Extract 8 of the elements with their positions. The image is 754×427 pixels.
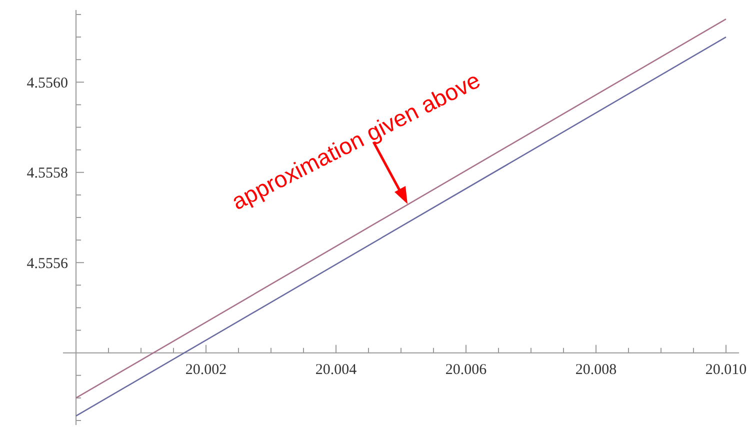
x-tick-label: 20.006	[445, 362, 488, 378]
x-tick-label: 20.002	[185, 362, 227, 378]
x-tick-label: 20.008	[575, 362, 617, 378]
x-tick-label: 20.004	[315, 362, 358, 378]
y-tick-label: 4.5560	[26, 75, 68, 92]
x-tick-label: 20.010	[705, 362, 747, 378]
y-tick-label: 4.5556	[26, 256, 68, 272]
y-tick-label: 4.5558	[26, 166, 68, 182]
